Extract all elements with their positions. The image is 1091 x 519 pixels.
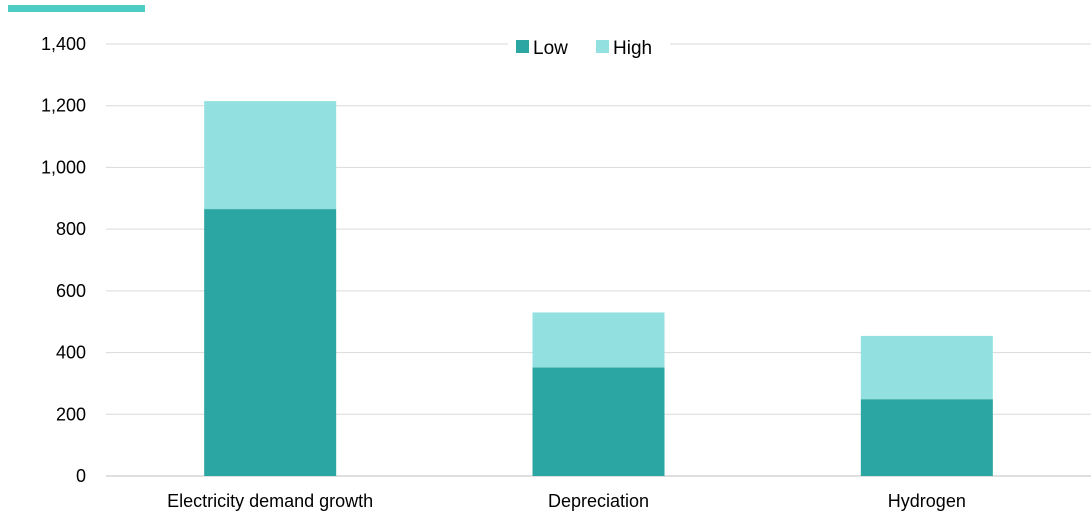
x-tick-label: Hydrogen	[888, 491, 966, 511]
bar-high-2	[860, 335, 993, 400]
y-tick-label: 1,400	[41, 34, 86, 54]
y-tick-label: 1,200	[41, 96, 86, 116]
bars	[204, 101, 993, 477]
y-tick-label: 800	[56, 219, 86, 239]
y-tick-label: 600	[56, 281, 86, 301]
y-tick-label: 400	[56, 343, 86, 363]
legend-swatch-high	[596, 40, 609, 53]
x-tick-label: Electricity demand growth	[167, 491, 373, 511]
legend-label-high: High	[613, 38, 652, 59]
accent-bar	[8, 5, 145, 12]
legend-swatch-low	[516, 40, 529, 53]
x-axis: Electricity demand growth Depreciation Hyd…	[167, 491, 966, 511]
legend-background	[508, 32, 670, 60]
bar-low-1	[532, 367, 665, 476]
legend-label-low: Low	[533, 38, 568, 59]
bar-low-0	[204, 209, 337, 477]
legend: Low High	[508, 32, 670, 60]
x-tick-label: Depreciation	[548, 491, 649, 511]
bar-low-2	[860, 399, 993, 476]
bar-high-1	[532, 312, 665, 368]
y-tick-label: 1,000	[41, 157, 86, 177]
bar-high-0	[204, 101, 337, 210]
y-tick-label: 0	[76, 466, 86, 486]
y-tick-label: 200	[56, 404, 86, 424]
